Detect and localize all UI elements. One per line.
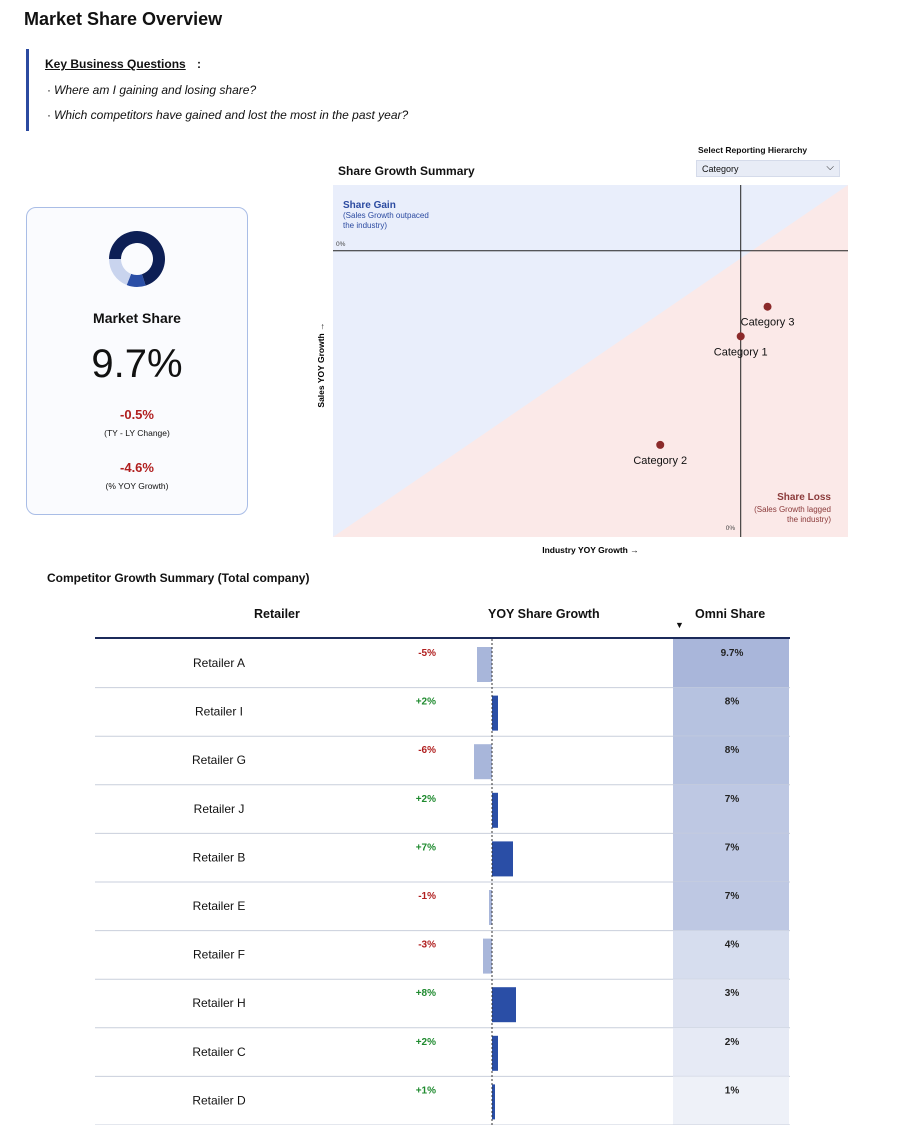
share-heat-cell [673, 784, 789, 834]
growth-label: +7% [416, 842, 436, 853]
retailer-name[interactable]: Retailer C [192, 1045, 246, 1059]
questions-heading: Key Business Questions [45, 57, 186, 71]
market-share-card: Market Share 9.7% -0.5% (TY - LY Change)… [26, 207, 248, 515]
growth-label: -3% [418, 940, 436, 951]
y-zero-label: 0% [336, 241, 346, 248]
retailer-name[interactable]: Retailer H [192, 996, 245, 1010]
question-item: · Where am I gaining and losing share? [47, 83, 257, 97]
growth-label: +2% [416, 794, 436, 805]
share-gain-title: Share Gain [343, 200, 396, 211]
share-heat-cell [673, 979, 789, 1028]
growth-bar[interactable] [474, 744, 492, 780]
omni-share-value: 3% [725, 988, 740, 999]
share-loss-title: Share Loss [777, 492, 831, 503]
market-share-value: 9.7% [91, 342, 183, 386]
growth-label: +8% [416, 988, 436, 999]
scatter-point-label: Category 3 [741, 317, 795, 329]
share-heat-cell [673, 930, 789, 980]
growth-label: +1% [416, 1085, 436, 1096]
share-heat-cell [673, 639, 789, 688]
question-text: Which competitors have gained and lost t… [54, 108, 409, 122]
growth-label: -6% [418, 745, 436, 756]
hierarchy-select-value: Category [702, 164, 739, 174]
questions-heading-colon: : [197, 57, 201, 71]
retailer-name[interactable]: Retailer B [193, 850, 246, 864]
omni-share-value: 1% [725, 1085, 740, 1096]
retailer-name[interactable]: Retailer I [195, 705, 243, 719]
page-title: Market Share Overview [24, 9, 223, 29]
omni-share-value: 8% [725, 745, 740, 756]
question-item: · Which competitors have gained and lost … [47, 108, 409, 122]
key-questions-panel: Key Business Questions : · Where am I gai… [26, 49, 629, 131]
growth-bar[interactable] [492, 1035, 498, 1071]
hierarchy-select[interactable]: Category ⌵ [696, 160, 840, 177]
yoy-growth-label: (% YOY Growth) [105, 481, 169, 491]
donut-segment-mid [126, 273, 146, 287]
omni-share-value: 7% [725, 794, 740, 805]
x-zero-label: 0% [726, 525, 736, 532]
omni-share-value: 8% [725, 697, 740, 708]
scatter-point[interactable] [656, 440, 665, 449]
donut-segment-dark [109, 231, 165, 286]
yoy-growth-value: -4.6% [120, 460, 154, 475]
growth-bar[interactable] [483, 938, 492, 974]
growth-label: +2% [416, 1037, 436, 1048]
share-gain-note: (Sales Growth outpaced the industry) [343, 211, 429, 230]
y-axis-title: Sales YOY Growth → [316, 322, 326, 407]
column-header-yoy-growth[interactable]: YOY Share Growth [488, 607, 600, 621]
column-header-omni-share[interactable]: Omni Share [695, 607, 766, 621]
share-loss-note: (Sales Growth lagged the industry) [754, 505, 831, 524]
omni-share-value: 7% [725, 891, 740, 902]
chevron-down-icon: ⌵ [826, 162, 834, 173]
retailer-name[interactable]: Retailer E [193, 899, 246, 913]
competitor-growth-table: Retailer A -5% 9.7% Retailer I +2% 8% Retailer… [95, 637, 790, 1125]
growth-bar[interactable] [492, 987, 516, 1023]
retailer-name[interactable]: Retailer F [193, 948, 245, 962]
omni-share-value: 9.7% [721, 648, 744, 659]
share-heat-cell [673, 833, 789, 882]
omni-share-value: 4% [725, 940, 740, 951]
growth-bar[interactable] [492, 792, 498, 828]
retailer-name[interactable]: Retailer D [192, 1093, 246, 1107]
scatter-point[interactable] [763, 302, 772, 311]
growth-bar[interactable] [492, 1084, 495, 1120]
x-axis-title: Industry YOY Growth → [542, 545, 639, 555]
scatter-point-label: Category 1 [714, 346, 768, 358]
share-heat-cell [673, 1076, 789, 1125]
share-gain-zone [333, 185, 848, 537]
market-share-donut [109, 231, 165, 287]
hierarchy-select-label: Select Reporting Hierarchy [698, 145, 808, 155]
omni-share-value: 2% [725, 1037, 740, 1048]
scatter-chart-title: Share Growth Summary [338, 164, 475, 178]
growth-bar[interactable] [489, 890, 492, 925]
growth-label: -5% [418, 648, 436, 659]
share-heat-cell [673, 736, 789, 785]
share-growth-scatter: 0% 0% Share Gain(Sales Growth outpaced the … [316, 185, 848, 555]
share-heat-cell [673, 687, 789, 737]
market-share-title: Market Share [93, 310, 181, 326]
question-text: Where am I gaining and losing share? [54, 83, 257, 97]
competitor-table-title: Competitor Growth Summary (Total company… [47, 571, 310, 585]
scatter-point[interactable] [736, 332, 745, 341]
share-change-value: -0.5% [120, 407, 154, 422]
retailer-name[interactable]: Retailer A [193, 656, 245, 670]
growth-bar[interactable] [477, 647, 492, 682]
growth-bar[interactable] [492, 695, 498, 731]
growth-bar[interactable] [492, 841, 513, 877]
growth-label: +2% [416, 697, 436, 708]
omni-share-value: 7% [725, 842, 740, 853]
sort-descending-icon[interactable]: ▼ [675, 620, 684, 630]
retailer-name[interactable]: Retailer J [194, 802, 245, 816]
share-change-label: (TY - LY Change) [104, 428, 170, 438]
share-heat-cell [673, 1027, 789, 1077]
column-header-retailer[interactable]: Retailer [254, 607, 300, 621]
growth-label: -1% [418, 891, 436, 902]
retailer-name[interactable]: Retailer G [192, 753, 246, 767]
scatter-point-label: Category 2 [633, 455, 687, 467]
share-heat-cell [673, 882, 789, 931]
donut-segment-light [109, 259, 132, 286]
